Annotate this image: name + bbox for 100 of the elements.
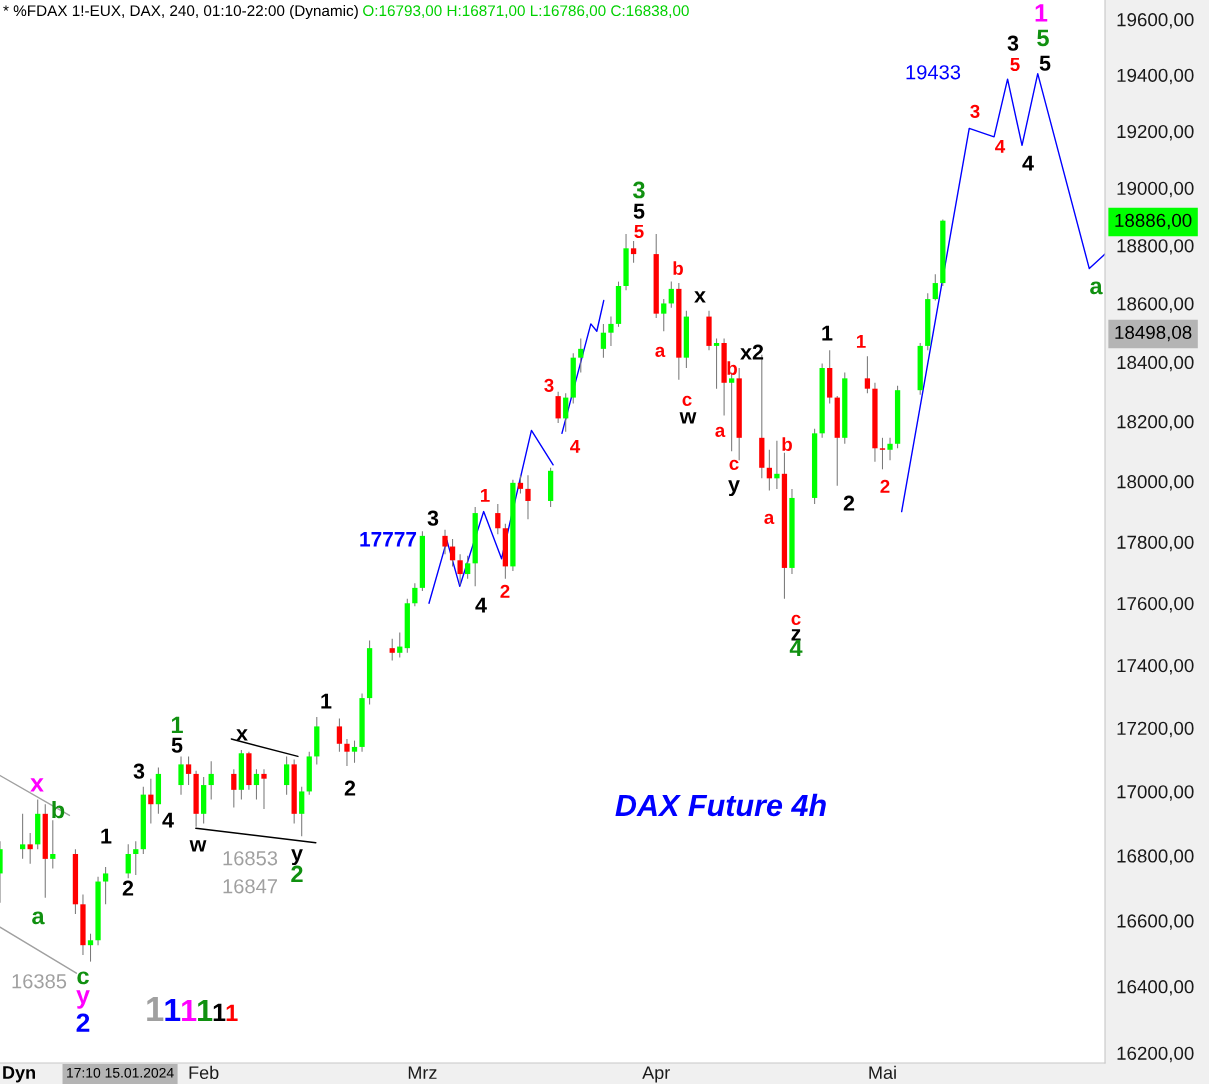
annotation: 1 <box>856 334 866 348</box>
annotation: a <box>655 346 666 358</box>
y-tick-label: 17600,00 <box>1117 596 1194 613</box>
y-tick-label: 19600,00 <box>1117 13 1194 29</box>
annotation: x <box>236 729 248 741</box>
annotation: 16853 <box>223 851 278 866</box>
annotation: a <box>32 911 45 925</box>
annotation: 1 <box>101 828 112 844</box>
annotation: 2 <box>76 1013 90 1032</box>
annotation: 1 <box>1035 4 1048 22</box>
y-tick-label: 18400,00 <box>1117 355 1194 372</box>
candlestick <box>442 529 448 555</box>
x-tick-label: Feb <box>189 1065 219 1080</box>
annotation: 1 <box>321 693 332 709</box>
annotation: a <box>1090 281 1103 295</box>
annotation: 16385 <box>12 974 67 989</box>
text: Dyn <box>3 1066 35 1083</box>
annotation: 3 <box>133 763 145 779</box>
annotation: x2 <box>740 344 764 360</box>
annotation: 1 <box>182 999 197 1021</box>
annotation: 5 <box>633 203 645 219</box>
y-tick-label: 17400,00 <box>1117 658 1194 675</box>
annotation: y <box>728 480 740 497</box>
annotation: 4 <box>475 597 487 613</box>
annotation: 3 <box>632 181 645 199</box>
annotation: 1 <box>226 1004 238 1021</box>
annotation: 2 <box>843 495 855 511</box>
annotation: 2 <box>880 479 890 493</box>
annotation: 16847 <box>223 879 277 894</box>
annotation: x <box>694 291 706 303</box>
annotation: b <box>673 261 683 276</box>
annotation: 17777 <box>360 532 417 547</box>
annotation: 5 <box>1037 29 1049 47</box>
annotation: 4 <box>789 639 803 657</box>
line-series <box>561 299 605 435</box>
candlestick <box>525 475 531 520</box>
candlestick <box>261 769 267 810</box>
candlestick <box>178 756 184 795</box>
y-tick-label: 16400,00 <box>1117 980 1194 996</box>
annotation: 3 <box>970 104 980 119</box>
x-tick-label: Mrz <box>408 1066 437 1079</box>
y-tick-label: 17800,00 <box>1117 535 1194 552</box>
annotation: a <box>715 426 726 438</box>
annotation: 1 <box>147 997 164 1021</box>
annotation: z <box>791 629 801 641</box>
annotation: 2 <box>500 584 510 598</box>
annotation: x <box>30 778 44 792</box>
chart-subtitle: O:16793,00 H:16871,00 L:16786,00 C:16838,00 <box>363 5 689 18</box>
annotation: 4 <box>162 812 174 828</box>
annotation: 1 <box>165 999 181 1021</box>
annotation: c <box>682 395 692 407</box>
y-tick-label: 16200,00 <box>1117 1046 1194 1063</box>
annotation: y <box>291 849 303 866</box>
x-tick-label: Mai <box>869 1065 896 1080</box>
annotation: DAX Future 4h <box>615 793 826 817</box>
y-tick-label: 17000,00 <box>1117 785 1194 801</box>
annotation: 1 <box>213 1003 226 1021</box>
annotation: b <box>52 800 65 819</box>
y-tick-label: 19000,00 <box>1117 181 1194 198</box>
annotation: y <box>76 990 90 1009</box>
annotation: 5 <box>634 224 644 239</box>
y-tick-label: 18800,00 <box>1117 239 1194 255</box>
text: 18886,00 <box>1115 213 1192 230</box>
text: 17:10 15.01.2024 <box>67 1067 174 1078</box>
y-tick-label: 18000,00 <box>1117 475 1194 491</box>
y-tick-label: 17200,00 <box>1117 721 1194 738</box>
annotation: b <box>782 437 792 452</box>
annotation: 1 <box>480 488 490 502</box>
annotation: 2 <box>291 865 303 883</box>
annotation: a <box>764 513 775 525</box>
annotation: c <box>77 971 89 985</box>
y-tick-label: 16600,00 <box>1117 914 1194 930</box>
annotation: 4 <box>1022 155 1034 171</box>
annotation: 5 <box>1039 55 1051 71</box>
annotation: b <box>727 361 737 376</box>
y-tick-label: 16800,00 <box>1117 849 1194 865</box>
y-tick-label: 19200,00 <box>1117 124 1194 141</box>
annotation: c <box>729 459 739 471</box>
y-tick-label: 18600,00 <box>1117 297 1194 313</box>
annotation: c <box>791 614 801 626</box>
annotation: 5 <box>171 737 183 753</box>
chart-title: * %FDAX 1!-EUX, DAX, 240, 01:10-22:00 (Dynamic) <box>3 4 358 20</box>
y-tick-label: 19400,00 <box>1117 68 1194 85</box>
annotation: 5 <box>1010 57 1020 72</box>
annotation: 2 <box>122 880 134 896</box>
annotation: 1 <box>198 999 213 1021</box>
text: 18498,08 <box>1115 325 1192 342</box>
annotation: 3 <box>427 510 439 526</box>
annotation: w <box>679 412 697 424</box>
annotation: 19433 <box>906 65 961 80</box>
annotation: 4 <box>570 439 581 453</box>
annotation: 4 <box>995 139 1006 153</box>
annotation: 3 <box>544 378 554 393</box>
annotation: 1 <box>822 325 833 341</box>
annotation: 3 <box>1007 35 1019 51</box>
annotation: w <box>189 840 207 852</box>
y-tick-label: 18200,00 <box>1117 415 1194 431</box>
annotation: 2 <box>344 780 356 796</box>
annotation: 1 <box>171 716 183 734</box>
x-tick-label: Apr <box>642 1066 670 1083</box>
